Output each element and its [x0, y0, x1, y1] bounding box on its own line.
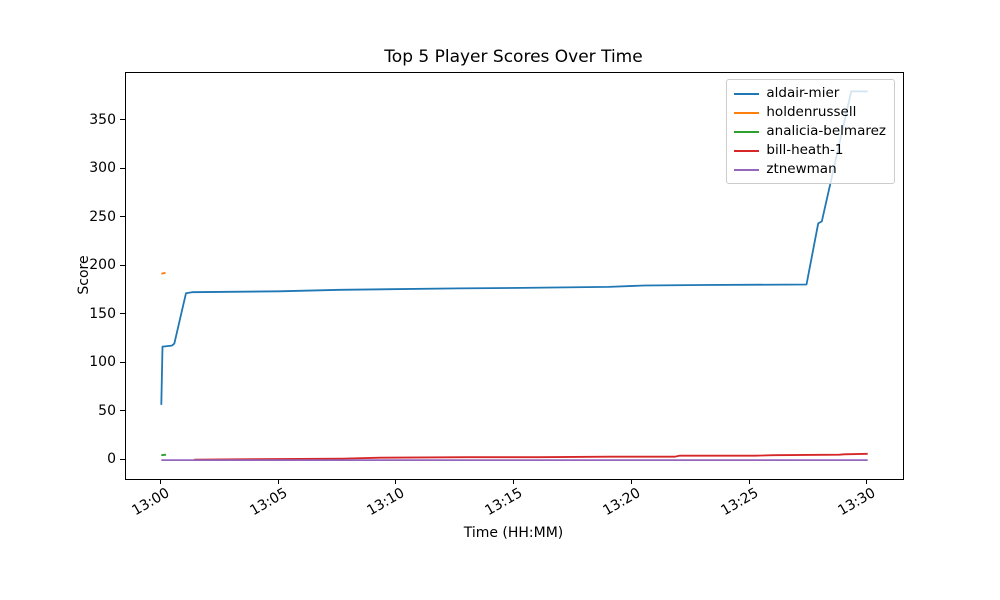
y-tick-label: 250	[89, 208, 116, 225]
chart-title: Top 5 Player Scores Over Time	[384, 47, 643, 67]
legend-label: bill-heath-1	[766, 142, 844, 158]
x-tick-label: 13:05	[247, 485, 291, 520]
legend-label: analicia-belmarez	[766, 123, 886, 139]
series-line-bill-heath-1	[194, 452, 868, 461]
x-tick-mark	[630, 479, 632, 484]
legend-item-analicia-belmarez: analicia-belmarez	[734, 123, 886, 140]
legend-line-swatch	[734, 149, 760, 152]
x-tick-label: 13:25	[718, 485, 761, 520]
legend-line-swatch	[734, 111, 760, 114]
x-tick-label: 13:00	[129, 485, 173, 520]
legend-label: holdenrussell	[766, 104, 857, 120]
y-tick-mark	[120, 216, 125, 217]
y-tick-mark	[120, 458, 125, 460]
x-axis-label: Time (HH:MM)	[463, 525, 564, 541]
legend-line-swatch	[734, 92, 760, 95]
y-tick-label: 350	[89, 111, 116, 128]
y-tick-label: 200	[89, 257, 116, 274]
legend-label: ztnewman	[766, 161, 837, 177]
y-tick-label: 300	[89, 160, 116, 177]
y-tick-label: 50	[98, 402, 116, 419]
legend-line-swatch	[734, 168, 760, 171]
y-tick-mark	[120, 167, 125, 169]
x-tick-label: 13:15	[482, 485, 526, 520]
x-tick-mark	[159, 479, 161, 484]
series-line-aldair-mier	[160, 90, 868, 405]
legend-label: aldair-mier	[766, 85, 840, 101]
x-tick-mark	[748, 479, 750, 484]
series-line-holdenrussell	[161, 271, 166, 275]
legend-item-bill-heath-1: bill-heath-1	[734, 142, 886, 159]
y-tick-mark	[120, 361, 125, 363]
x-tick-label: 13:30	[835, 485, 879, 520]
x-tick-label: 13:20	[600, 485, 644, 520]
legend-item-aldair-mier: aldair-mier	[734, 85, 886, 102]
y-tick-mark	[120, 410, 125, 412]
x-tick-mark	[277, 479, 279, 484]
y-tick-label: 0	[107, 451, 116, 468]
legend-item-ztnewman: ztnewman	[734, 161, 886, 178]
plot-area: aldair-mier holdenrussell analicia-belmare…	[125, 72, 904, 480]
x-tick-mark	[395, 479, 397, 484]
series-line-analicia-belmarez	[161, 453, 167, 457]
x-tick-mark	[513, 479, 514, 484]
y-tick-mark	[120, 264, 125, 266]
line-chart	[160, 90, 868, 462]
x-tick-label: 13:10	[364, 485, 408, 520]
legend-line-swatch	[734, 130, 760, 133]
y-tick-mark	[120, 313, 125, 315]
legend-item-holdenrussell: holdenrussell	[734, 104, 886, 121]
x-tick-mark	[866, 479, 868, 484]
y-tick-label: 100	[89, 354, 116, 371]
legend: aldair-mier holdenrussell analicia-belmare…	[726, 79, 895, 184]
y-tick-label: 150	[89, 305, 116, 322]
y-tick-mark	[120, 119, 125, 120]
